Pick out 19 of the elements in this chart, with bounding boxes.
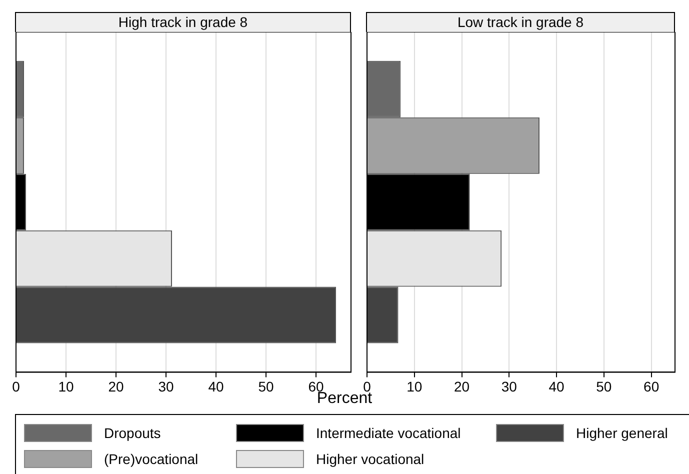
x-tick-label: 50: [596, 378, 612, 394]
x-tick-label: 30: [158, 378, 174, 394]
chart-title: High track in grade 8: [15, 12, 351, 32]
legend-label: Higher vocational: [316, 451, 424, 467]
chart-title: Low track in grade 8: [366, 12, 675, 32]
x-tick-label: 20: [454, 378, 470, 394]
x-tick-label: 0: [12, 378, 20, 394]
x-tick-label: 40: [208, 378, 224, 394]
x-tick-label: 50: [258, 378, 274, 394]
legend-label: (Pre)vocational: [104, 451, 198, 467]
legend-label: Dropouts: [104, 425, 161, 441]
x-tick-label: 60: [644, 378, 660, 394]
x-tick-label: 10: [406, 378, 422, 394]
x-tick-label: 20: [108, 378, 124, 394]
x-tick-label: 10: [58, 378, 74, 394]
x-tick-label: 40: [548, 378, 565, 394]
x-tick-label: 30: [501, 378, 518, 394]
legend-label: Higher general: [576, 425, 668, 441]
legend-label: Intermediate vocational: [316, 425, 461, 441]
